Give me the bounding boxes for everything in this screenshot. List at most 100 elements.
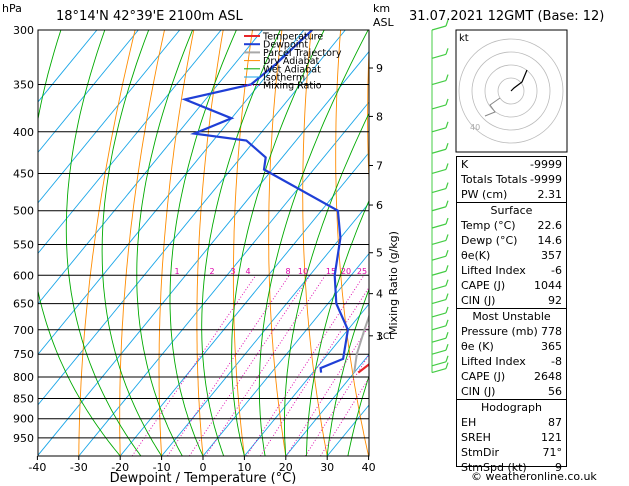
pressure-tick-label: 300 [13,24,34,37]
surface-label: Temp (°C) [461,219,516,232]
most-unstable-row: Pressure (mb) 778 [457,324,566,339]
mixing-ratio-label: 8 [285,267,290,276]
hodograph-stat-row: StmDir 71° [457,445,566,460]
pressure-tick-label: 900 [13,413,34,426]
dry-adiabat-line [119,30,165,456]
wet-adiabat-line [136,30,194,456]
wet-adiabat-line [284,112,369,456]
wind-barb-flag [445,265,449,272]
temperature-tick-label: -40 [28,461,46,474]
surface-row: Dewp (°C) 14.6 [457,233,566,248]
hodograph-stat-label: StmDir [461,446,500,459]
hodograph-ring [497,77,525,105]
km-tick-label: 3 [376,330,383,343]
wind-barb-flag [445,250,449,257]
most-unstable-label: Lifted Index [461,355,526,368]
dry-adiabat-line [335,30,369,456]
km-tick-label: 7 [376,160,383,173]
hodograph-stat-value: 121 [541,431,562,444]
surface-label: θe(K) [461,249,491,262]
wind-barb [431,285,447,291]
footer-credit: © weatheronline.co.uk [471,470,597,483]
wet-adiabat-line [326,288,369,456]
most-unstable-value: -8 [551,355,562,368]
wet-adiabat-line [347,374,369,456]
wind-barb [431,25,447,31]
mixing-ratio-line [285,324,369,456]
hodograph-stat-value: 87 [548,416,562,429]
surface-row: CAPE (J) 1044 [457,278,566,293]
wet-adiabat-line [65,30,142,456]
km-tick-label: 8 [376,110,383,123]
dry-adiabat-line [268,30,287,456]
index-row: K -9999 [457,157,566,172]
surface-value: 92 [548,294,562,307]
surface-row: CIN (J) 92 [457,293,566,308]
dry-adiabat-line [302,30,328,456]
surface-value: 22.6 [537,219,563,232]
wind-barb-flag [445,200,449,207]
mixing-ratio-line [189,275,311,456]
wind-barb-flag [445,293,449,300]
dewpoint-line [181,30,350,373]
wind-barb-flag [445,182,449,189]
isotherm-line [38,30,98,103]
dry-adiabat-line [574,18,629,456]
surface-label: Dewp (°C) [461,234,518,247]
km-tick-label: 5 [376,247,383,260]
hpa-label: hPa [2,2,22,15]
pressure-tick-label: 550 [13,238,34,251]
pressure-tick-label: 450 [13,167,34,180]
index-value: 2.31 [537,188,563,201]
mixing-ratio-line [246,275,365,456]
wind-barb-flag [445,143,449,150]
pressure-tick-label: 350 [13,79,34,92]
most-unstable-row: CAPE (J) 2648 [457,369,566,384]
most-unstable-label: θe (K) [461,340,494,353]
dry-adiabat-line [399,18,452,456]
isotherm-line [161,202,369,456]
temperature-tick-label: -20 [111,461,129,474]
wind-barb-flag [445,74,449,81]
isotherm-line [285,353,369,456]
temperature-tick-label: 30 [320,461,334,474]
wind-barb-flag [445,344,449,351]
km-tick-label: 4 [376,288,383,301]
hodograph-ring [471,51,551,131]
profiles: 1 2 3 4 8 10 15 20 25 [174,30,369,374]
most-unstable-value: 778 [541,325,562,338]
surface-value: 357 [541,249,562,262]
hodograph: kt 40 [455,29,568,153]
wind-barb [431,206,447,212]
wet-adiabat-line [38,30,121,456]
mixing-ratio-line [320,377,369,456]
surface-label: Lifted Index [461,264,526,277]
wet-adiabat-line [169,30,237,456]
wind-barb [431,148,447,154]
dry-adiabat-line [196,30,224,456]
index-row: PW (cm) 2.31 [457,187,566,202]
index-label: PW (cm) [461,188,508,201]
pressure-tick-label: 400 [13,126,34,139]
mixing-ratio-label: 3 [230,267,235,276]
pressure-tick-label: 850 [13,392,34,405]
wind-barb-flag [445,163,449,170]
index-label: Totals Totals [461,173,528,186]
most-unstable-row: θe (K) 365 [457,339,566,354]
wind-barb-flag [445,234,449,241]
wind-barb [431,349,447,355]
hodograph-stat-value: 9 [555,461,562,474]
mixing-ratio-label: 2 [209,267,214,276]
grid-lines [38,18,629,456]
wind-barb-flag [445,362,449,369]
index-value: -9999 [530,158,562,171]
wind-barb-flag [445,332,449,339]
surface-title: Surface [457,202,566,218]
temperature-tick-label: 0 [200,461,207,474]
km-tick-label: 9 [376,62,383,75]
wind-barb [431,127,447,133]
temperature-tick-label: -30 [70,461,88,474]
temperature-tick-label: -10 [153,461,171,474]
most-unstable-value: 56 [548,385,562,398]
